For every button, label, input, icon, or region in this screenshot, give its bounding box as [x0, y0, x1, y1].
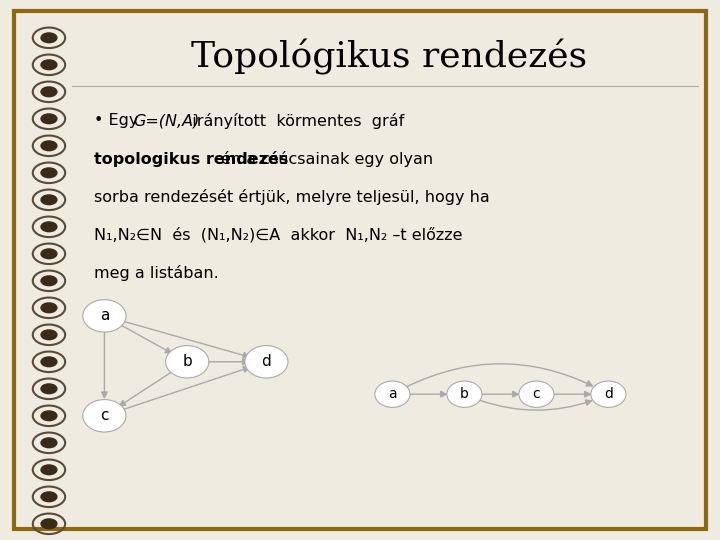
Circle shape [447, 381, 482, 407]
FancyArrowPatch shape [119, 324, 171, 353]
Ellipse shape [41, 87, 57, 97]
Circle shape [166, 346, 209, 378]
FancyArrowPatch shape [120, 371, 174, 406]
Text: b: b [182, 354, 192, 369]
Text: meg a listában.: meg a listában. [94, 265, 218, 281]
Text: sorba rendezését értjük, melyre teljesül, hogy ha: sorba rendezését értjük, melyre teljesül… [94, 189, 490, 205]
Ellipse shape [41, 222, 57, 232]
Text: b: b [460, 387, 469, 401]
FancyArrowPatch shape [120, 367, 249, 410]
Ellipse shape [41, 519, 57, 529]
FancyArrowPatch shape [204, 359, 248, 364]
Ellipse shape [41, 438, 57, 448]
Text: Topológikus rendezés: Topológikus rendezés [191, 39, 587, 75]
FancyArrowPatch shape [480, 400, 591, 410]
Text: d: d [604, 387, 613, 401]
Ellipse shape [41, 411, 57, 421]
Circle shape [83, 300, 126, 332]
FancyArrowPatch shape [481, 392, 518, 397]
Ellipse shape [41, 60, 57, 70]
FancyArrowPatch shape [120, 320, 249, 358]
Text: a: a [99, 308, 109, 323]
Ellipse shape [41, 276, 57, 286]
Ellipse shape [41, 465, 57, 475]
Circle shape [519, 381, 554, 407]
Circle shape [83, 400, 126, 432]
FancyBboxPatch shape [14, 11, 706, 529]
Ellipse shape [41, 384, 57, 394]
Ellipse shape [41, 357, 57, 367]
Ellipse shape [41, 33, 57, 43]
Text: c: c [100, 408, 109, 423]
Text: • Egy: • Egy [94, 113, 148, 129]
Ellipse shape [41, 249, 57, 259]
Ellipse shape [41, 195, 57, 205]
Circle shape [591, 381, 626, 407]
Text: N₁,N₂∈N  és  (N₁,N₂)∈A  akkor  N₁,N₂ –t előzze: N₁,N₂∈N és (N₁,N₂)∈A akkor N₁,N₂ –t előz… [94, 227, 462, 242]
Text: d: d [261, 354, 271, 369]
FancyArrowPatch shape [553, 392, 590, 397]
Ellipse shape [41, 114, 57, 124]
Ellipse shape [41, 168, 57, 178]
FancyArrowPatch shape [408, 364, 593, 387]
Text: a: a [388, 387, 397, 401]
Ellipse shape [41, 330, 57, 340]
Text: topologikus rendezés: topologikus rendezés [94, 151, 288, 167]
Ellipse shape [41, 141, 57, 151]
Ellipse shape [41, 303, 57, 313]
Text: c: c [533, 387, 540, 401]
Text: én a csúcsainak egy olyan: én a csúcsainak egy olyan [221, 151, 433, 167]
FancyArrowPatch shape [409, 392, 446, 397]
Circle shape [245, 346, 288, 378]
Ellipse shape [41, 492, 57, 502]
Text: G=(N,A): G=(N,A) [133, 113, 199, 129]
Circle shape [375, 381, 410, 407]
FancyArrowPatch shape [102, 333, 107, 397]
Text: irányított  körmentes  gráf: irányított körmentes gráf [182, 113, 405, 130]
